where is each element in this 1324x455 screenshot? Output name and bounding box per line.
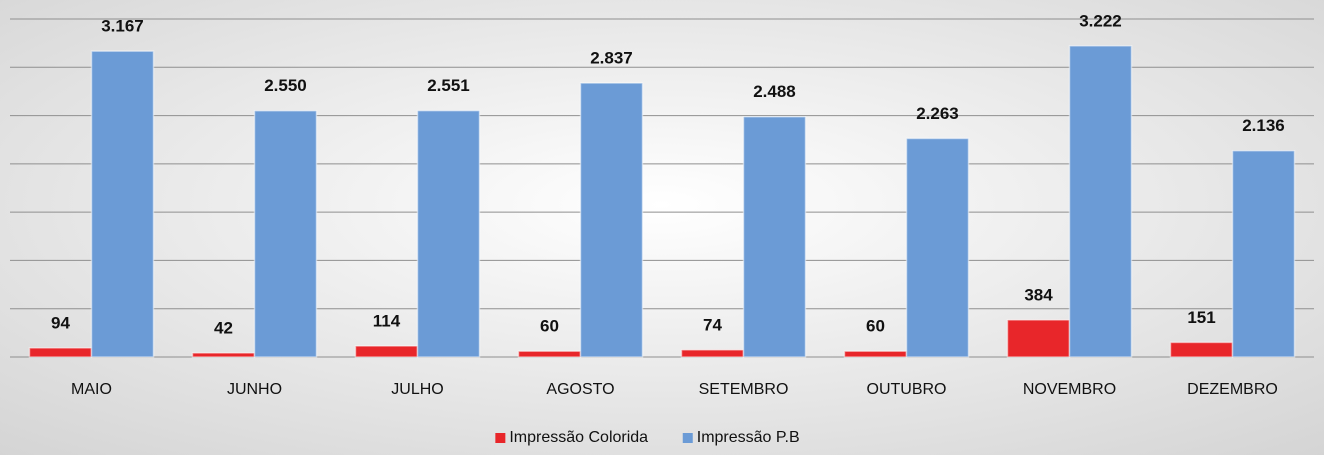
x-tick-label: JULHO — [391, 381, 443, 398]
value-label: 2.837 — [590, 49, 633, 68]
x-tick-label: DEZEMBRO — [1187, 381, 1278, 398]
value-label: 2.136 — [1242, 116, 1285, 135]
bar — [416, 109, 481, 358]
x-tick-label: JUNHO — [227, 381, 282, 398]
bar — [28, 347, 93, 358]
value-label: 94 — [51, 313, 70, 332]
value-label: 60 — [866, 317, 885, 336]
x-tick-label: SETEMBRO — [699, 381, 789, 398]
value-label: 2.551 — [427, 76, 470, 95]
value-label: 384 — [1024, 285, 1053, 304]
bar — [680, 349, 745, 358]
value-label: 2.550 — [264, 76, 307, 95]
value-label: 3.167 — [101, 17, 144, 36]
bar — [1068, 45, 1133, 358]
value-label: 2.263 — [916, 104, 959, 123]
value-label: 74 — [703, 315, 722, 334]
value-label: 3.222 — [1079, 11, 1122, 30]
bar — [1231, 149, 1296, 358]
x-tick-label: OUTUBRO — [867, 381, 947, 398]
x-tick-label: NOVEMBRO — [1023, 381, 1116, 398]
legend-label: Impressão Colorida — [509, 429, 648, 446]
value-label: 114 — [373, 311, 401, 330]
bar — [742, 115, 807, 358]
bar — [843, 350, 908, 358]
bar — [1169, 341, 1234, 358]
legend-swatch — [682, 433, 693, 443]
bar — [905, 137, 970, 358]
bar — [191, 352, 256, 358]
x-tick-label: AGOSTO — [546, 381, 614, 398]
bar — [90, 50, 155, 358]
value-label: 151 — [1187, 308, 1215, 327]
bar — [253, 109, 318, 358]
bar — [517, 350, 582, 358]
x-tick-label: MAIO — [71, 381, 112, 398]
value-label: 2.488 — [753, 82, 796, 101]
bar — [579, 82, 644, 358]
value-label: 42 — [214, 318, 233, 337]
legend-swatch — [495, 433, 506, 443]
bar — [354, 345, 419, 358]
bar — [1006, 319, 1071, 358]
legend-label: Impressão P.B — [697, 429, 800, 446]
value-label: 60 — [540, 317, 559, 336]
